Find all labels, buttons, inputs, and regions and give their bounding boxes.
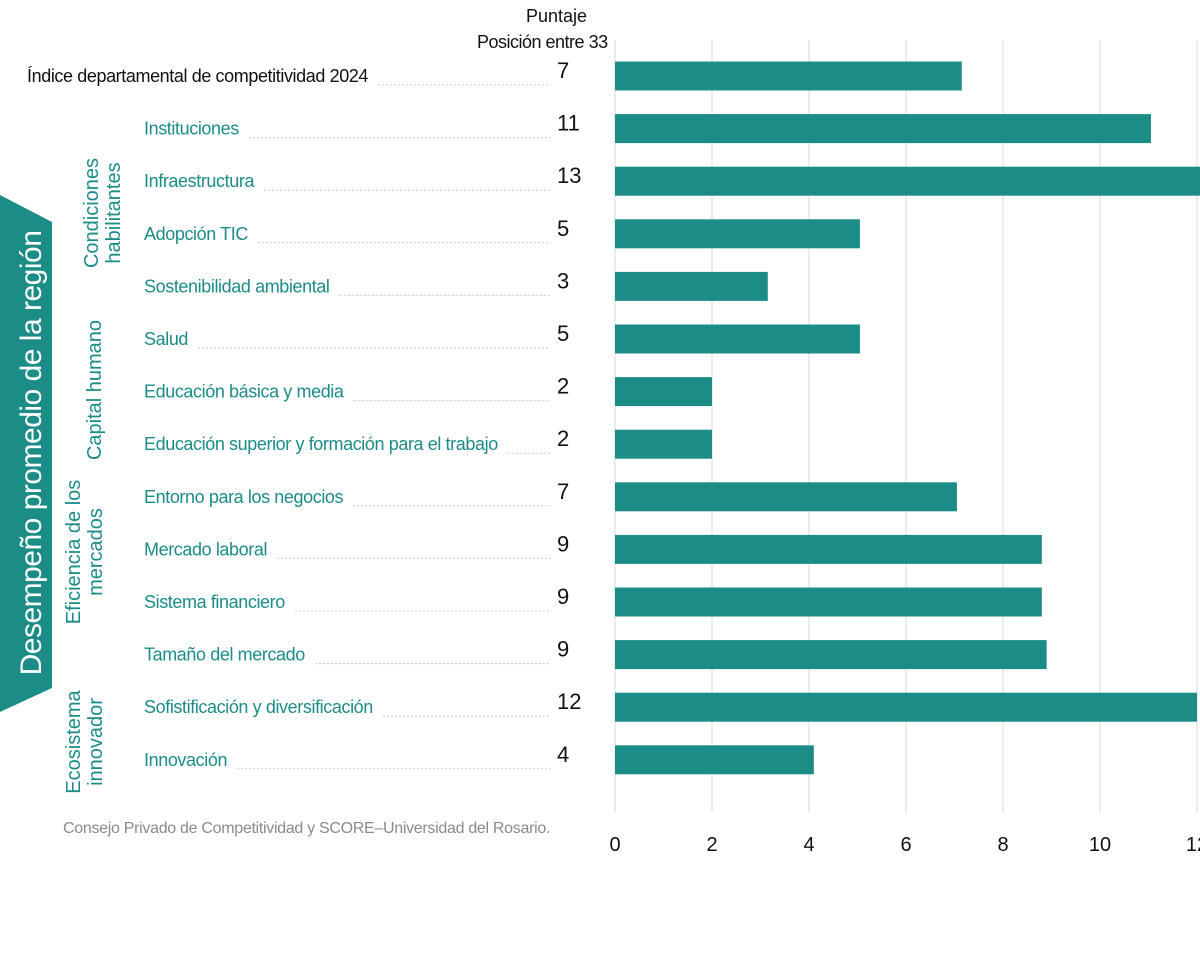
tick-layer: 0 2 4 6 8 10 12	[609, 834, 1200, 856]
group-label-line2: habilitantes	[103, 162, 125, 264]
bar	[615, 219, 860, 249]
category-label: Instituciones	[144, 119, 239, 139]
position-label: 7	[557, 58, 569, 83]
group-label-capital-humano: Capital humano	[82, 315, 108, 465]
position-label: 7	[557, 479, 569, 504]
group-label-line2: innovador	[85, 698, 107, 786]
position-label: 2	[557, 374, 569, 399]
group-label-eficiencia: Eficiencia de los mercados	[63, 477, 113, 627]
bar	[615, 114, 1151, 144]
group-label-line1: Condiciones	[81, 157, 103, 269]
position-label: 13	[557, 163, 581, 188]
category-label: Salud	[144, 329, 188, 349]
category-label: Mercado laboral	[144, 539, 267, 559]
x-tick-label: 10	[1089, 834, 1111, 856]
position-label: 11	[557, 111, 580, 136]
bar	[615, 534, 1042, 564]
bar	[615, 324, 860, 354]
x-tick-label: 0	[609, 834, 620, 856]
category-label: Sistema financiero	[144, 592, 285, 612]
bar	[615, 692, 1197, 722]
column-title-position: Posición entre 33	[477, 32, 608, 52]
position-label: 9	[557, 584, 569, 609]
position-label: 12	[557, 689, 581, 714]
bar	[615, 377, 712, 407]
group-label-ecosistema: Ecosistema innovador	[63, 687, 113, 797]
x-tick-label: 8	[997, 834, 1008, 856]
category-label: Sostenibilidad ambiental	[144, 276, 330, 296]
bar	[615, 482, 957, 512]
column-title-score: Puntaje	[526, 6, 588, 26]
category-label: Tamaño del mercado	[144, 645, 305, 665]
category-label: Educación básica y media	[144, 382, 345, 402]
position-label: 4	[557, 742, 569, 767]
category-label: Infraestructura	[144, 171, 255, 191]
bar	[615, 61, 962, 91]
group-label-line1: Capital humano	[84, 319, 106, 461]
side-banner	[0, 195, 52, 712]
category-label: Innovación	[144, 750, 227, 770]
x-tick-label: 2	[706, 834, 717, 856]
position-label: 3	[557, 268, 569, 293]
x-tick-label: 12	[1186, 834, 1200, 856]
group-label-line1: Ecosistema	[63, 690, 85, 794]
bar	[615, 429, 712, 459]
group-label-condiciones: Condiciones habilitantes	[81, 143, 131, 283]
label-layer: Índice departamental de competitividad 2…	[27, 58, 581, 770]
bar	[615, 587, 1042, 617]
bar	[615, 640, 1047, 670]
side-banner-shape	[0, 195, 52, 712]
category-label: Sofistificación y diversificación	[144, 697, 373, 717]
position-label: 9	[557, 531, 569, 556]
position-label: 9	[557, 637, 569, 662]
position-label: 5	[557, 321, 569, 346]
category-label: Adopción TIC	[144, 224, 248, 244]
category-label: Educación superior y formación para el t…	[144, 434, 498, 454]
source-note: Consejo Privado de Competitividad y SCOR…	[63, 820, 551, 837]
side-title: Desempeño promedio de la región	[15, 230, 48, 676]
bar-layer	[615, 61, 1200, 775]
group-label-line2: mercados	[85, 508, 107, 596]
bar	[615, 166, 1200, 196]
position-label: 5	[557, 216, 569, 241]
category-label: Entorno para los negocios	[144, 487, 344, 507]
bar	[615, 271, 768, 301]
x-tick-label: 4	[803, 834, 814, 856]
category-label: Índice departamental de competitividad 2…	[27, 66, 368, 86]
group-label-line1: Eficiencia de los	[63, 479, 85, 625]
bar	[615, 745, 814, 775]
x-tick-label: 6	[900, 834, 911, 856]
position-label: 2	[557, 426, 569, 451]
